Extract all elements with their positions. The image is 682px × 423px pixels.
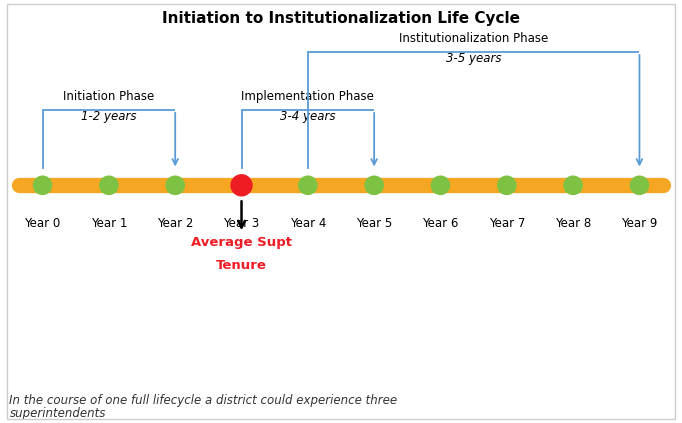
Text: Year 3: Year 3 xyxy=(224,217,260,230)
Point xyxy=(236,182,247,189)
Point xyxy=(369,182,380,189)
Point xyxy=(302,182,313,189)
Text: Institutionalization Phase: Institutionalization Phase xyxy=(399,32,548,45)
Text: 3-4 years: 3-4 years xyxy=(280,110,336,123)
Point xyxy=(37,182,48,189)
Text: 3-5 years: 3-5 years xyxy=(446,52,501,65)
Text: Year 7: Year 7 xyxy=(488,217,525,230)
Point xyxy=(170,182,181,189)
Text: Initiation Phase: Initiation Phase xyxy=(63,90,155,103)
Point xyxy=(567,182,578,189)
Text: Year 2: Year 2 xyxy=(157,217,194,230)
Text: Year 6: Year 6 xyxy=(422,217,459,230)
Text: Year 0: Year 0 xyxy=(25,217,61,230)
Text: In the course of one full lifecycle a district could experience three: In the course of one full lifecycle a di… xyxy=(10,394,398,407)
Text: superintendents: superintendents xyxy=(10,407,106,420)
Text: Year 4: Year 4 xyxy=(290,217,326,230)
Text: Tenure: Tenure xyxy=(216,259,267,272)
Text: 1-2 years: 1-2 years xyxy=(81,110,136,123)
Text: Year 1: Year 1 xyxy=(91,217,127,230)
Text: Year 5: Year 5 xyxy=(356,217,392,230)
Point xyxy=(501,182,512,189)
Point xyxy=(104,182,115,189)
Text: Initiation to Institutionalization Life Cycle: Initiation to Institutionalization Life … xyxy=(162,11,520,27)
Point xyxy=(435,182,446,189)
Text: Implementation Phase: Implementation Phase xyxy=(241,90,374,103)
Text: Year 8: Year 8 xyxy=(555,217,591,230)
Text: Year 9: Year 9 xyxy=(621,217,657,230)
Point xyxy=(634,182,645,189)
Text: Average Supt: Average Supt xyxy=(191,236,292,249)
